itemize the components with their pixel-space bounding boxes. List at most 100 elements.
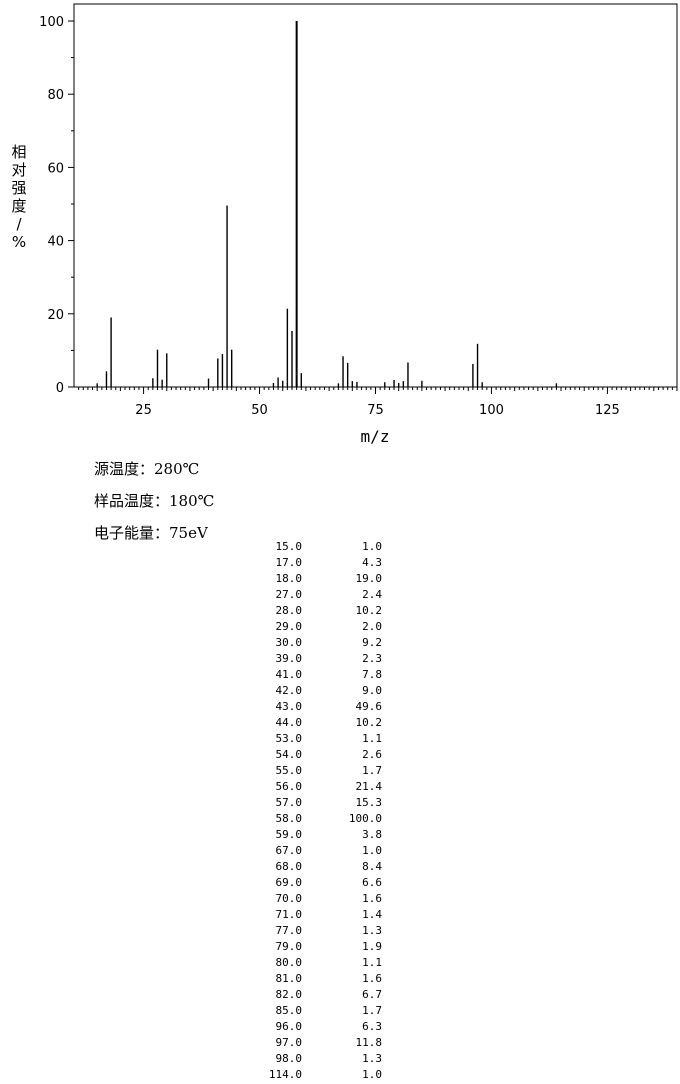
peak-table: 15.0 1.0 17.0 4.3 18.0 19.0 27.0 2.4 28.0 10.2 29.… <box>240 540 390 1084</box>
table-row: 114.0 1.0 <box>240 1068 390 1084</box>
table-cell-abundance: 2.6 <box>362 748 382 761</box>
spectrum-bars <box>96 21 558 387</box>
y-axis-label-char: / <box>16 215 22 233</box>
table-cell-abundance: 2.3 <box>362 652 382 665</box>
table-row: 43.0 49.6 <box>240 700 390 716</box>
table-cell-abundance: 9.0 <box>362 684 382 697</box>
table-row: 97.0 11.8 <box>240 1036 390 1052</box>
y-tick-label: 80 <box>47 88 64 103</box>
table-row: 29.0 2.0 <box>240 620 390 636</box>
table-cell-mz: 29.0 <box>275 620 303 633</box>
table-cell-abundance: 11.8 <box>355 1036 383 1049</box>
table-cell-abundance: 7.8 <box>362 668 382 681</box>
table-cell-mz: 82.0 <box>275 988 303 1001</box>
table-row: 41.0 7.8 <box>240 668 390 684</box>
table-cell-mz: 98.0 <box>275 1052 303 1065</box>
table-cell-abundance: 10.2 <box>355 716 383 729</box>
table-cell-abundance: 6.6 <box>362 876 382 889</box>
y-axis-label-char: 对 <box>11 161 27 179</box>
table-cell-mz: 58.0 <box>275 812 303 825</box>
table-cell-mz: 81.0 <box>275 972 303 985</box>
table-cell-mz: 54.0 <box>275 748 303 761</box>
table-cell-mz: 27.0 <box>275 588 303 601</box>
table-cell-abundance: 1.0 <box>362 844 382 857</box>
table-cell-mz: 59.0 <box>275 828 303 841</box>
electron-energy-label: 电子能量： <box>94 524 170 542</box>
table-cell-abundance: 3.8 <box>362 828 382 841</box>
table-cell-abundance: 4.3 <box>362 556 382 569</box>
table-cell-abundance: 2.4 <box>362 588 382 601</box>
table-cell-mz: 79.0 <box>275 940 303 953</box>
table-cell-mz: 55.0 <box>275 764 303 777</box>
source-temperature-label: 源温度： <box>94 460 155 478</box>
x-tick-label: 25 <box>135 403 152 418</box>
table-row: 70.0 1.6 <box>240 892 390 908</box>
table-cell-mz: 67.0 <box>275 844 303 857</box>
y-tick-label: 0 <box>56 381 64 396</box>
table-row: 69.0 6.6 <box>240 876 390 892</box>
table-cell-mz: 97.0 <box>275 1036 303 1049</box>
table-cell-abundance: 1.6 <box>362 972 382 985</box>
electron-energy: 电子能量：75eV <box>94 522 208 543</box>
table-row: 27.0 2.4 <box>240 588 390 604</box>
table-row: 57.0 15.3 <box>240 796 390 812</box>
y-axis-label-char: 相 <box>11 143 27 161</box>
table-row: 18.0 19.0 <box>240 572 390 588</box>
table-cell-abundance: 10.2 <box>355 604 383 617</box>
sample-temperature: 样品温度：180℃ <box>94 490 214 511</box>
y-tick-label: 100 <box>39 15 64 30</box>
table-cell-mz: 77.0 <box>275 924 303 937</box>
table-row: 55.0 1.7 <box>240 764 390 780</box>
table-row: 17.0 4.3 <box>240 556 390 572</box>
y-tick-label: 20 <box>47 308 64 323</box>
table-cell-abundance: 8.4 <box>362 860 382 873</box>
table-row: 85.0 1.7 <box>240 1004 390 1020</box>
table-cell-mz: 44.0 <box>275 716 303 729</box>
x-tick-label: 50 <box>251 403 268 418</box>
x-tick-label: 125 <box>595 403 620 418</box>
table-cell-mz: 42.0 <box>275 684 303 697</box>
table-cell-mz: 53.0 <box>275 732 303 745</box>
table-row: 98.0 1.3 <box>240 1052 390 1068</box>
table-row: 53.0 1.1 <box>240 732 390 748</box>
table-row: 80.0 1.1 <box>240 956 390 972</box>
sample-temperature-value: 180℃ <box>169 492 215 510</box>
table-row: 39.0 2.3 <box>240 652 390 668</box>
table-cell-mz: 68.0 <box>275 860 303 873</box>
table-cell-mz: 41.0 <box>275 668 303 681</box>
table-row: 44.0 10.2 <box>240 716 390 732</box>
table-row: 79.0 1.9 <box>240 940 390 956</box>
source-temperature: 源温度：280℃ <box>94 458 199 479</box>
mass-spectrum-chart: 0 20 40 60 80 100 25 50 75 100 125 m/z <box>39 3 678 446</box>
table-row: 82.0 6.7 <box>240 988 390 1004</box>
table-row: 67.0 1.0 <box>240 844 390 860</box>
table-row: 96.0 6.3 <box>240 1020 390 1036</box>
table-cell-abundance: 1.7 <box>362 1004 382 1017</box>
source-temperature-value: 280℃ <box>154 460 200 478</box>
table-row: 15.0 1.0 <box>240 540 390 556</box>
table-cell-mz: 43.0 <box>275 700 303 713</box>
electron-energy-value: 75eV <box>169 524 208 542</box>
table-cell-abundance: 2.0 <box>362 620 382 633</box>
y-axis-label-char: 强 <box>11 179 27 197</box>
table-cell-mz: 39.0 <box>275 652 303 665</box>
table-cell-abundance: 1.3 <box>362 1052 382 1065</box>
table-cell-mz: 114.0 <box>268 1068 302 1081</box>
table-cell-abundance: 9.2 <box>362 636 382 649</box>
table-cell-mz: 69.0 <box>275 876 303 889</box>
table-row: 56.0 21.4 <box>240 780 390 796</box>
table-row: 30.0 9.2 <box>240 636 390 652</box>
table-row: 59.0 3.8 <box>240 828 390 844</box>
table-row: 58.0 100.0 <box>240 812 390 828</box>
table-cell-mz: 96.0 <box>275 1020 303 1033</box>
table-row: 42.0 9.0 <box>240 684 390 700</box>
table-cell-mz: 28.0 <box>275 604 303 617</box>
table-cell-abundance: 21.4 <box>355 780 383 793</box>
x-axis: 25 50 75 100 125 <box>78 387 678 418</box>
table-cell-abundance: 15.3 <box>355 796 383 809</box>
table-cell-mz: 18.0 <box>275 572 303 585</box>
table-cell-abundance: 19.0 <box>355 572 383 585</box>
plot-frame <box>73 3 678 388</box>
table-row: 81.0 1.6 <box>240 972 390 988</box>
table-cell-abundance: 1.0 <box>362 540 382 553</box>
